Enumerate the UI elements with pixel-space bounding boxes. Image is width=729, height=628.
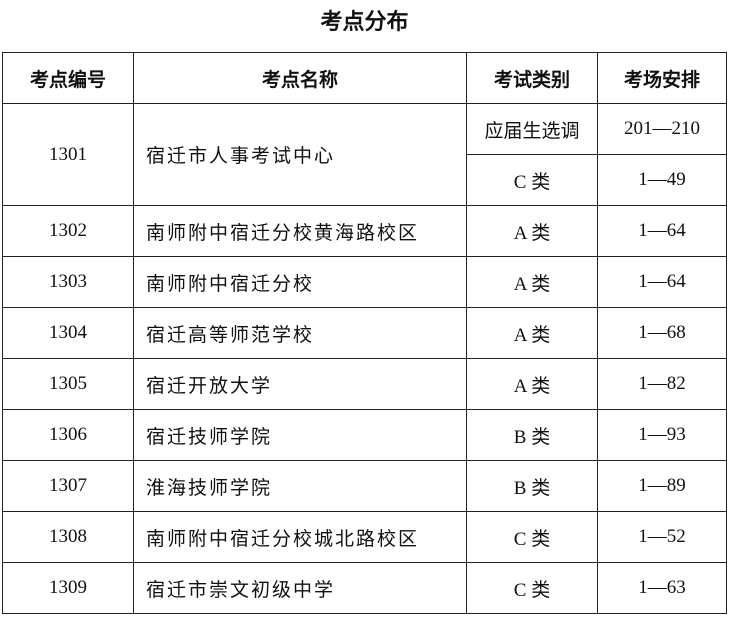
site-code: 1304 — [2, 307, 134, 359]
page-title: 考点分布 — [320, 9, 409, 34]
room-range: 1—49 — [597, 154, 727, 206]
site-code: 1305 — [2, 358, 134, 410]
site-code: 1308 — [2, 511, 134, 563]
exam-type: A 类 — [466, 358, 598, 410]
exam-type: 应届生选调 — [466, 103, 598, 155]
table-row: 1305 宿迁开放大学 A 类 1—82 — [2, 358, 727, 410]
exam-type: C 类 — [466, 562, 598, 614]
exam-type: C 类 — [466, 511, 598, 563]
header-cell: 考场安排 — [597, 52, 727, 104]
site-code: 1307 — [2, 460, 134, 512]
site-name: 淮海技师学院 — [133, 460, 467, 512]
exam-type: A 类 — [466, 256, 598, 308]
site-name: 宿迁开放大学 — [133, 358, 467, 410]
header-cell: 考点编号 — [2, 52, 134, 104]
site-code: 1301 — [2, 103, 134, 206]
site-name: 南师附中宿迁分校 — [133, 256, 467, 308]
exam-type: B 类 — [466, 409, 598, 461]
exam-type: A 类 — [466, 205, 598, 257]
table-row: 1307 淮海技师学院 B 类 1—89 — [2, 460, 727, 512]
room-range: 1—93 — [597, 409, 727, 461]
site-name: 宿迁市崇文初级中学 — [133, 562, 467, 614]
table-row: 1301 宿迁市人事考试中心 应届生选调 201—210 — [2, 103, 727, 206]
table-row: 1309 宿迁市崇文初级中学 C 类 1—63 — [2, 562, 727, 614]
table-row: 1308 南师附中宿迁分校城北路校区 C 类 1—52 — [2, 511, 727, 563]
site-name: 南师附中宿迁分校城北路校区 — [133, 511, 467, 563]
table-row: 1306 宿迁技师学院 B 类 1—93 — [2, 409, 727, 461]
site-name: 宿迁高等师范学校 — [133, 307, 467, 359]
table-row: 1302 南师附中宿迁分校黄海路校区 A 类 1—64 — [2, 205, 727, 257]
site-code: 1302 — [2, 205, 134, 257]
header-row: 考点编号 考点名称 考试类别 考场安排 — [2, 52, 727, 104]
room-range: 1—64 — [597, 205, 727, 257]
table-row: C 类 1—49 — [3, 154, 727, 206]
site-code: 1309 — [2, 562, 134, 614]
table-body: 1301 宿迁市人事考试中心 应届生选调 201—210 C 类 1—49 1302 南师附中… — [2, 103, 727, 614]
site-name: 南师附中宿迁分校黄海路校区 — [133, 205, 467, 257]
site-name: 宿迁技师学院 — [133, 409, 467, 461]
site-code: 1303 — [2, 256, 134, 308]
header-cell: 考点名称 — [133, 52, 467, 104]
room-range: 1—52 — [597, 511, 727, 563]
room-range: 1—68 — [597, 307, 727, 359]
room-range: 1—63 — [597, 562, 727, 614]
exam-type: A 类 — [466, 307, 598, 359]
site-code: 1306 — [2, 409, 134, 461]
table-row: 1304 宿迁高等师范学校 A 类 1—68 — [2, 307, 727, 359]
exam-type: C 类 — [466, 154, 598, 206]
site-name: 宿迁市人事考试中心 — [133, 103, 467, 206]
table-header: 考点编号 考点名称 考试类别 考场安排 — [2, 52, 727, 104]
table-row: 1303 南师附中宿迁分校 A 类 1—64 — [2, 256, 727, 308]
room-range: 1—89 — [597, 460, 727, 512]
exam-site-table: 考点编号 考点名称 考试类别 考场安排 1301 宿迁市人事考试中心 应届生选调 201—2… — [2, 52, 727, 614]
room-range: 1—82 — [597, 358, 727, 410]
exam-type: B 类 — [466, 460, 598, 512]
room-range: 1—64 — [597, 256, 727, 308]
room-range: 201—210 — [597, 103, 727, 155]
header-cell: 考试类别 — [466, 52, 598, 104]
